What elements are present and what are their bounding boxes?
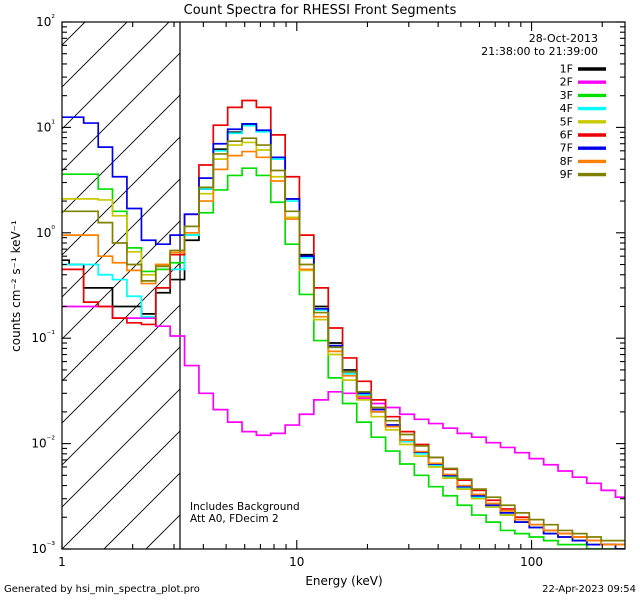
y-axis-label: counts cm⁻² s⁻¹ keV⁻¹ [9,220,23,352]
y-tick-labels: 10⁻³ 10⁻² 10⁻¹ 10⁰ 10¹ 10² [31,14,55,556]
footer-timestamp: 22-Apr-2023 09:54 [542,584,636,595]
y-tick-label: 10² [36,14,55,29]
spectrum-line-2f [62,305,625,499]
spectrum-line-7f [62,116,625,549]
plot-frame [61,21,626,550]
y-tick-label: 10⁻³ [31,541,55,556]
legend-label-3f: 3F [560,89,573,102]
spectrum-line-8f [62,150,625,546]
legend-label-9f: 9F [560,168,573,181]
x-tick-label: 100 [520,555,543,569]
y-tick-label: 10¹ [36,119,55,134]
y-tick-label: 10⁻¹ [31,330,55,345]
x-tick-labels: 1 10 100 [58,555,543,569]
legend-label-8f: 8F [560,155,573,168]
legend-label-1f: 1F [560,63,573,76]
observation-time-range: 21:38:00 to 21:39:00 [481,45,598,58]
page-title: Count Spectra for RHESSI Front Segments [184,3,457,18]
spectra-series-group [62,99,625,549]
spectrum-line-1f [62,124,625,549]
y-tick-label: 10⁰ [36,225,55,240]
annotation-attenuator-state: Att A0, FDecim 2 [190,513,279,525]
y-tick-label: 10⁻² [31,436,55,451]
spectrum-line-5f [62,141,625,549]
legend-label-2f: 2F [560,76,573,89]
annotation-includes-background: Includes Background [190,501,300,513]
axis-ticks-group [61,21,625,550]
x-axis-label: Energy (keV) [305,574,382,588]
legend-label-5f: 5F [560,115,573,128]
legend-label-6f: 6F [560,129,573,142]
spectrum-line-6f [62,99,625,546]
footer-generator: Generated by hsi_min_spectra_plot.pro [4,584,200,595]
x-tick-label: 10 [289,555,304,569]
x-tick-label: 1 [58,555,66,569]
observation-date: 28-Oct-2013 [529,32,598,45]
legend-label-4f: 4F [560,102,573,115]
excluded-energy-hatch [62,22,180,549]
spectrum-line-4f [62,124,625,549]
legend-label-7f: 7F [560,142,573,155]
spectrum-line-9f [62,137,625,542]
